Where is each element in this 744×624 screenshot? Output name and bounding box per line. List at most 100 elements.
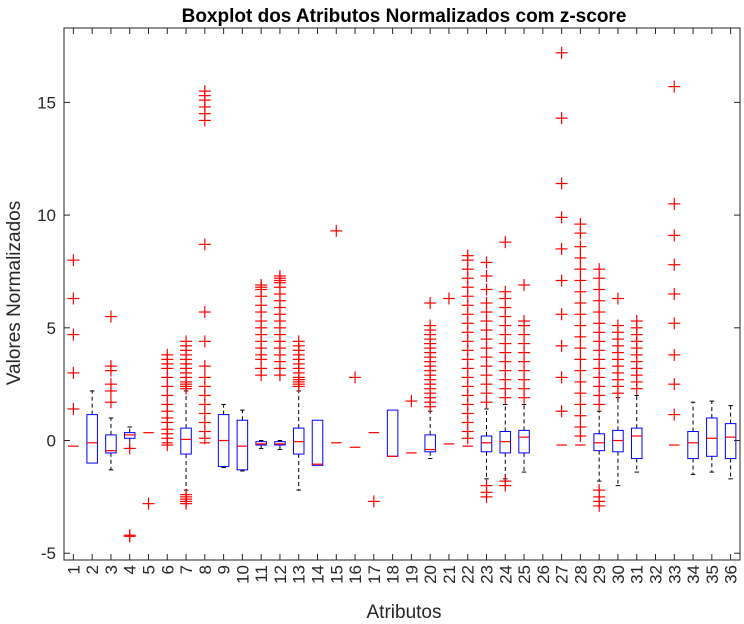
x-tick-label: 13 bbox=[290, 565, 309, 584]
outlier-marker bbox=[668, 288, 681, 300]
box-27 bbox=[555, 46, 568, 446]
outlier-marker bbox=[555, 339, 568, 352]
outlier-marker bbox=[480, 269, 493, 282]
box-16 bbox=[349, 371, 362, 448]
outlier-marker bbox=[668, 258, 681, 271]
box-5 bbox=[142, 432, 155, 510]
outlier-marker bbox=[574, 308, 587, 321]
box-22 bbox=[461, 249, 474, 447]
outlier-marker bbox=[198, 306, 211, 319]
outlier-marker bbox=[555, 211, 568, 224]
outlier-marker bbox=[555, 112, 568, 125]
outlier-marker bbox=[574, 285, 587, 298]
box-29 bbox=[593, 263, 606, 512]
outlier-marker bbox=[198, 85, 211, 98]
x-tick-label: 33 bbox=[665, 565, 684, 584]
x-tick-label: 11 bbox=[252, 565, 271, 583]
outlier-marker bbox=[574, 319, 587, 332]
outlier-marker bbox=[255, 278, 268, 291]
box-iqr bbox=[724, 423, 737, 460]
outlier-marker bbox=[668, 197, 681, 210]
outlier-marker bbox=[180, 335, 193, 348]
outlier-marker bbox=[104, 378, 117, 391]
x-tick-label: 12 bbox=[271, 565, 290, 584]
outlier-marker bbox=[574, 409, 587, 422]
box-iqr bbox=[386, 409, 399, 457]
x-tick-label: 20 bbox=[421, 565, 440, 584]
box-30 bbox=[611, 292, 624, 487]
box-iqr bbox=[706, 417, 718, 457]
box-17 bbox=[367, 432, 380, 508]
y-tick-label: 5 bbox=[47, 319, 56, 338]
outlier-marker bbox=[292, 335, 305, 348]
outlier-marker bbox=[518, 278, 531, 291]
outlier-marker bbox=[123, 442, 136, 455]
box-iqr bbox=[180, 427, 192, 455]
x-tick-label: 10 bbox=[233, 565, 252, 584]
box-7 bbox=[180, 335, 193, 510]
box-19 bbox=[405, 395, 418, 454]
outlier-marker bbox=[574, 251, 587, 264]
outlier-marker bbox=[142, 497, 155, 510]
outlier-marker bbox=[349, 371, 362, 384]
x-tick-label: 15 bbox=[327, 565, 346, 584]
box-iqr bbox=[105, 434, 117, 454]
outlier-marker bbox=[367, 495, 380, 508]
outlier-marker bbox=[555, 371, 568, 384]
box-12 bbox=[273, 269, 286, 451]
box-iqr bbox=[424, 434, 436, 453]
y-axis-label: Valores Normalizados bbox=[4, 201, 25, 385]
outlier-marker bbox=[668, 348, 681, 361]
box-18 bbox=[386, 409, 399, 457]
outlier-marker bbox=[480, 256, 493, 269]
outlier-marker bbox=[104, 310, 117, 323]
y-axis-ticks: -5 0 5 10 15 bbox=[37, 93, 740, 563]
box-iqr bbox=[86, 414, 98, 464]
outlier-marker bbox=[555, 308, 568, 321]
plot-area-frame bbox=[63, 27, 741, 561]
outlier-marker bbox=[574, 364, 587, 377]
outlier-marker bbox=[480, 297, 493, 310]
outlier-marker bbox=[180, 497, 193, 510]
x-tick-label: 23 bbox=[478, 565, 497, 584]
box-3 bbox=[104, 310, 117, 471]
box-iqr bbox=[687, 431, 699, 460]
outlier-marker bbox=[593, 306, 606, 319]
outlier-marker bbox=[668, 229, 681, 242]
box-iqr bbox=[480, 435, 493, 453]
outlier-marker bbox=[574, 387, 587, 400]
y-tick-label: -5 bbox=[41, 544, 56, 563]
x-tick-label: 22 bbox=[459, 565, 478, 584]
x-tick-label: 35 bbox=[703, 565, 722, 584]
x-tick-label: 21 bbox=[440, 565, 459, 584]
box-28 bbox=[574, 218, 587, 446]
outlier-marker bbox=[593, 317, 606, 330]
outlier-marker bbox=[67, 254, 80, 267]
box-14 bbox=[311, 419, 324, 466]
x-tick-label: 1 bbox=[64, 565, 83, 574]
x-tick-label: 14 bbox=[309, 565, 328, 584]
outlier-marker bbox=[424, 297, 437, 310]
x-tick-label: 29 bbox=[590, 565, 609, 584]
outlier-marker bbox=[518, 315, 531, 328]
box-34 bbox=[687, 401, 699, 475]
box-1 bbox=[67, 254, 80, 447]
box-36 bbox=[724, 405, 737, 480]
x-tick-label: 3 bbox=[102, 565, 121, 574]
outlier-marker bbox=[67, 292, 80, 305]
outlier-marker bbox=[668, 80, 681, 93]
outlier-marker bbox=[574, 421, 587, 433]
box-series bbox=[67, 46, 737, 543]
outlier-marker bbox=[574, 375, 587, 388]
outlier-marker bbox=[198, 371, 211, 384]
y-tick-label: 15 bbox=[37, 93, 56, 112]
box-iqr bbox=[236, 419, 249, 471]
box-33 bbox=[668, 80, 681, 446]
box-20 bbox=[424, 297, 437, 460]
outlier-marker bbox=[555, 405, 568, 418]
x-tick-label: 5 bbox=[140, 565, 159, 574]
x-tick-label: 4 bbox=[121, 565, 140, 574]
box-iqr bbox=[518, 429, 530, 454]
outlier-marker bbox=[611, 319, 624, 332]
x-axis-label: Atributos bbox=[367, 602, 442, 623]
